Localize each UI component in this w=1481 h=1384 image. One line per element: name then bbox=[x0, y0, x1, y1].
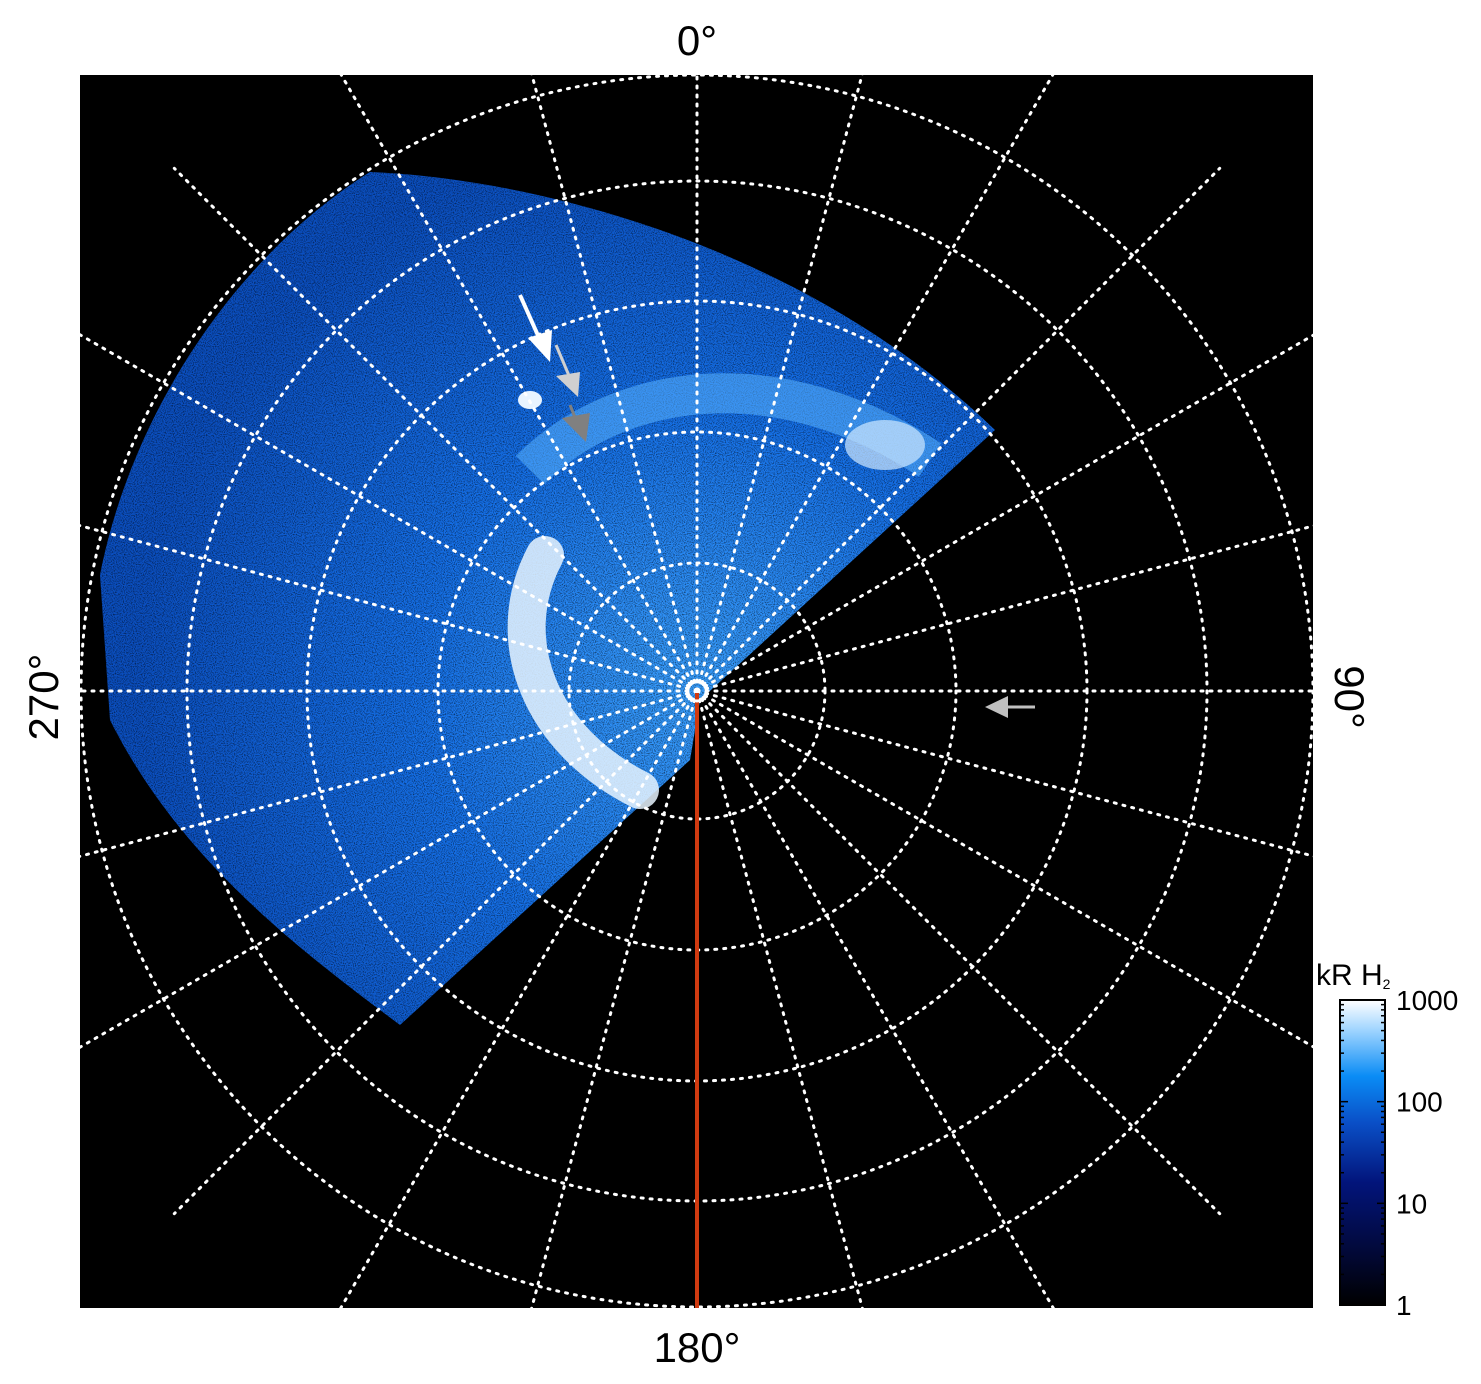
colorbar: kR H2 1 10 100 1000 bbox=[1316, 959, 1458, 1321]
colorbar-tick-label: 100 bbox=[1396, 1087, 1443, 1118]
longitude-spoke bbox=[80, 689, 699, 858]
arrow-light-gray bbox=[556, 372, 580, 397]
latitude-ring bbox=[80, 75, 1313, 1308]
arrow-white bbox=[528, 330, 552, 362]
colorbar-tick-label: 1 bbox=[1396, 1290, 1412, 1321]
longitude-spoke bbox=[80, 689, 699, 1049]
longitude-spoke bbox=[695, 333, 1313, 693]
longitude-spoke bbox=[695, 524, 1313, 693]
arrow-gray-right bbox=[985, 696, 1008, 718]
main-auroral-oval bbox=[507, 536, 659, 809]
longitude-spoke bbox=[695, 166, 1222, 693]
colorbar-tick-label: 10 bbox=[1396, 1188, 1427, 1219]
longitude-spoke bbox=[695, 689, 1055, 1308]
longitude-spoke bbox=[339, 75, 699, 693]
longitude-spoke bbox=[695, 689, 864, 1308]
arrow-gray bbox=[562, 413, 590, 442]
emission-map bbox=[100, 172, 995, 1025]
angle-label-bottom: 180° bbox=[654, 1324, 741, 1371]
colorbar-gradient bbox=[1339, 999, 1386, 1306]
longitude-spoke bbox=[339, 689, 699, 1308]
angle-label-right: 90° bbox=[1326, 665, 1373, 729]
polar-grid bbox=[80, 75, 1313, 1308]
angle-label-top: 0° bbox=[677, 17, 717, 64]
longitude-spoke bbox=[530, 75, 699, 693]
longitude-spoke bbox=[172, 166, 699, 693]
longitude-spoke bbox=[80, 333, 699, 693]
longitude-spoke bbox=[695, 75, 1055, 693]
longitude-spoke bbox=[530, 689, 699, 1308]
annotation-arrows bbox=[518, 294, 1035, 718]
longitude-spoke bbox=[695, 689, 1313, 858]
colorbar-label: kR H2 bbox=[1316, 959, 1391, 992]
pole-marker bbox=[685, 679, 709, 703]
longitude-spoke bbox=[695, 689, 1313, 1049]
longitude-spoke bbox=[80, 524, 699, 693]
longitude-spoke bbox=[695, 689, 1222, 1216]
colorbar-tick-label: 1000 bbox=[1396, 985, 1458, 1016]
longitude-spoke bbox=[695, 75, 864, 693]
longitude-spoke bbox=[172, 689, 699, 1216]
bright-spot-dawn bbox=[845, 420, 925, 470]
angle-label-left: 270° bbox=[20, 654, 67, 741]
